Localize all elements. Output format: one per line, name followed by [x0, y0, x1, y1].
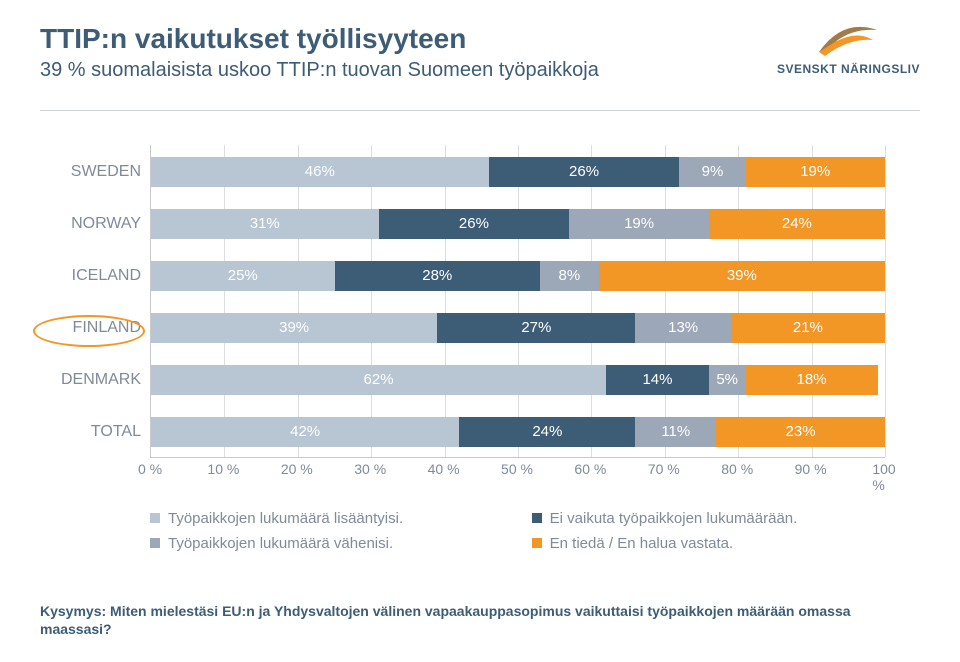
chart-bar-segment: 31%	[151, 209, 379, 239]
chart-bar-segment: 13%	[635, 313, 730, 343]
chart-xtick: 30 %	[354, 461, 386, 477]
chart-xtick: 60 %	[574, 461, 606, 477]
chart-gridline	[665, 145, 666, 457]
chart-bar-segment: 8%	[540, 261, 599, 291]
chart-legend-label: Ei vaikuta työpaikkojen lukumäärään.	[550, 510, 798, 527]
chart-ylabel: ICELAND	[37, 261, 141, 291]
chart-bar-segment: 9%	[679, 157, 745, 187]
chart-bar-segment: 39%	[599, 261, 885, 291]
chart-bar-segment: 28%	[335, 261, 541, 291]
chart-bar-segment: 62%	[151, 365, 606, 395]
chart-legend-swatch	[150, 538, 160, 548]
chart-bar-row: DENMARK62%14%5%18%	[151, 365, 885, 395]
chart-bar-row: FINLAND39%27%13%21%	[151, 313, 885, 343]
chart-xtick: 90 %	[795, 461, 827, 477]
chart-bar-row: TOTAL42%24%11%23%	[151, 417, 885, 447]
title-block: TTIP:n vaikutukset työllisyyteen 39 % su…	[40, 24, 680, 82]
chart-plot: SWEDEN46%26%9%19% NORWAY31%26%19%24% ICELA…	[150, 145, 885, 458]
chart-bar-segment: 19%	[569, 209, 708, 239]
chart-legend: Työpaikkojen lukumäärä lisääntyisi. Työpa…	[150, 510, 884, 552]
chart-xtick: 50 %	[501, 461, 533, 477]
chart-gridline	[371, 145, 372, 457]
chart-legend-column: Ei vaikuta työpaikkojen lukumäärään. En t…	[532, 510, 884, 552]
chart-bar-segment: 26%	[379, 209, 570, 239]
page-root: TTIP:n vaikutukset työllisyyteen 39 % su…	[0, 0, 960, 662]
chart-legend-swatch	[150, 513, 160, 523]
flame-icon	[813, 22, 883, 60]
chart-ylabel: FINLAND	[37, 313, 141, 343]
chart-ylabel: SWEDEN	[37, 157, 141, 187]
chart-gridline	[738, 145, 739, 457]
chart-bar-segment: 21%	[731, 313, 885, 343]
header-divider	[40, 110, 920, 111]
chart-gridline	[812, 145, 813, 457]
chart-legend-swatch	[532, 538, 542, 548]
chart-legend-label: En tiedä / En halua vastata.	[550, 535, 733, 552]
chart-legend-item: Työpaikkojen lukumäärä vähenisi.	[150, 535, 532, 552]
chart-gridline	[591, 145, 592, 457]
chart-legend-label: Työpaikkojen lukumäärä lisääntyisi.	[168, 510, 403, 527]
chart-bar-segment: 46%	[151, 157, 489, 187]
chart-gridline	[885, 145, 886, 457]
chart-xtick: 40 %	[428, 461, 460, 477]
page-title: TTIP:n vaikutukset työllisyyteen	[40, 24, 680, 55]
chart-gridline	[445, 145, 446, 457]
chart-area: SWEDEN46%26%9%19%NORWAY31%26%19%24%ICELA…	[40, 145, 920, 552]
page-subtitle: 39 % suomalaisista uskoo TTIP:n tuovan S…	[40, 59, 680, 82]
chart-legend-column: Työpaikkojen lukumäärä lisääntyisi. Työpa…	[150, 510, 532, 552]
chart-bar-segment: 39%	[151, 313, 437, 343]
chart-bar-row: SWEDEN46%26%9%19%	[151, 157, 885, 187]
chart-xtick: 20 %	[281, 461, 313, 477]
chart-ylabel: NORWAY	[37, 209, 141, 239]
chart-legend-item: Työpaikkojen lukumäärä lisääntyisi.	[150, 510, 532, 527]
chart-bar-segment: 26%	[489, 157, 680, 187]
question-text: Kysymys: Miten mielestäsi EU:n ja Yhdysv…	[40, 602, 920, 638]
chart-xtick: 70 %	[648, 461, 680, 477]
chart-bar-segment: 42%	[151, 417, 459, 447]
brand-logo-text: SVENSKT NÄRINGSLIV	[777, 62, 920, 76]
chart-bar-segment: 14%	[606, 365, 709, 395]
chart-bar-segment: 27%	[437, 313, 635, 343]
chart-ylabel: TOTAL	[37, 417, 141, 447]
chart-bar-segment: 24%	[459, 417, 635, 447]
chart-xtick: 0 %	[138, 461, 162, 477]
chart-bar-segment: 24%	[709, 209, 885, 239]
chart-gridline	[298, 145, 299, 457]
chart-xtick: 10 %	[207, 461, 239, 477]
chart-legend-label: Työpaikkojen lukumäärä vähenisi.	[168, 535, 393, 552]
chart-bar-row: NORWAY31%26%19%24%	[151, 209, 885, 239]
chart-bar-row: ICELAND25%28%8%39%	[151, 261, 885, 291]
chart-legend-swatch	[532, 513, 542, 523]
chart-xtick: 100 %	[872, 461, 895, 493]
chart-gridline	[518, 145, 519, 457]
chart-ylabel: DENMARK	[37, 365, 141, 395]
chart-legend-item: En tiedä / En halua vastata.	[532, 535, 884, 552]
chart-xtick: 80 %	[721, 461, 753, 477]
chart-bar-segment: 19%	[746, 157, 885, 187]
chart-bar-segment: 11%	[635, 417, 716, 447]
brand-logo: SVENSKT NÄRINGSLIV	[777, 22, 920, 76]
chart-bar-segment: 25%	[151, 261, 335, 291]
chart-legend-item: Ei vaikuta työpaikkojen lukumäärään.	[532, 510, 884, 527]
chart-bar-segment: 23%	[716, 417, 885, 447]
chart-bar-segment: 18%	[746, 365, 878, 395]
chart-gridline	[224, 145, 225, 457]
chart-bar-segment: 5%	[709, 365, 746, 395]
